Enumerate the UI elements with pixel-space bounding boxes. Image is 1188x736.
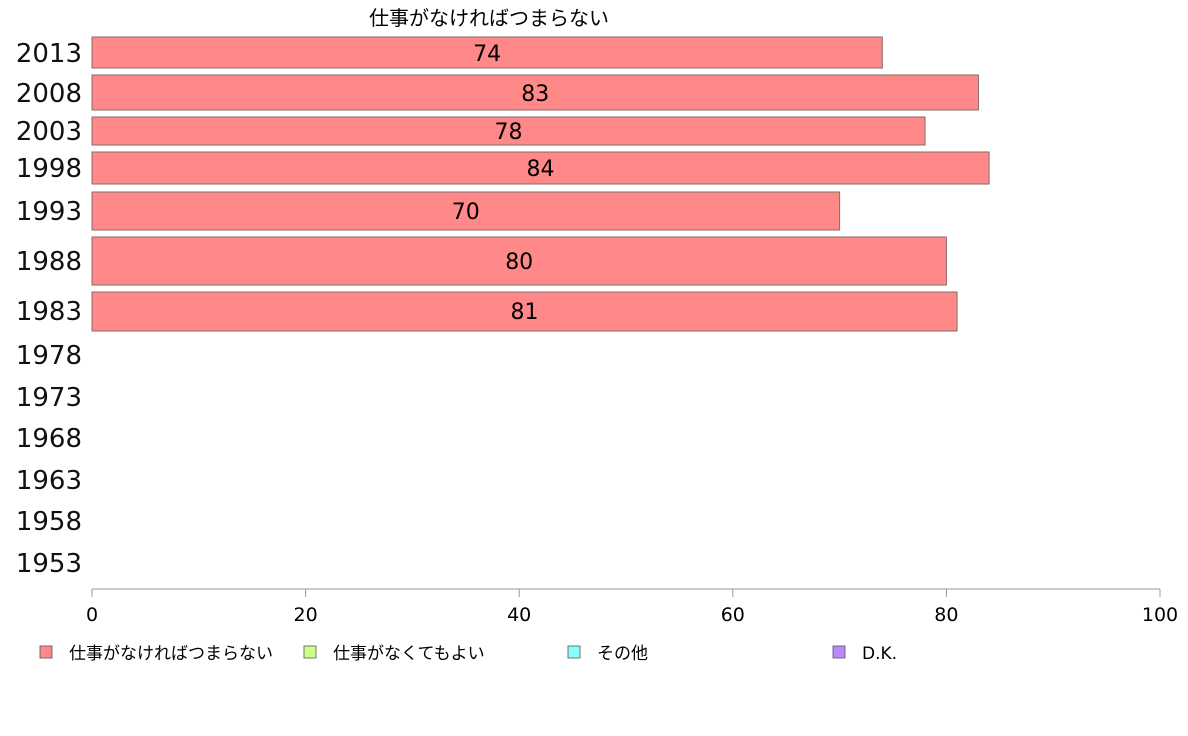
- bar-value-label: 70: [452, 200, 480, 225]
- bar-value-label: 80: [505, 250, 533, 275]
- bar: [91, 236, 947, 286]
- x-tick-label: 100: [1142, 604, 1178, 626]
- legend-label: その他: [597, 644, 648, 664]
- category-labels: 2013 2008 2003 1998 1993 1988 1983 1978 1973 1968…: [16, 39, 82, 579]
- bar-value-label: 84: [527, 157, 555, 182]
- category-label: 1988: [16, 247, 82, 277]
- category-label: 1978: [16, 341, 82, 371]
- bar-value-label: 81: [511, 300, 539, 325]
- category-label: 2003: [16, 117, 82, 147]
- legend-label: 仕事がなくてもよい: [333, 644, 485, 664]
- bar: [91, 116, 926, 146]
- category-label: 2013: [16, 39, 82, 69]
- category-label: 1993: [16, 197, 82, 227]
- legend-label: D.K.: [862, 644, 897, 664]
- category-label: 1983: [16, 297, 82, 327]
- category-label: 1968: [16, 424, 82, 454]
- bar: [91, 74, 979, 111]
- bar: [91, 36, 883, 69]
- category-label: 1963: [16, 466, 82, 496]
- bar-value-label: 74: [473, 42, 501, 67]
- legend: 仕事がなければつまらない 仕事がなくてもよい その他 D.K.: [39, 644, 897, 664]
- category-label: 1958: [16, 507, 82, 537]
- bar-value-label: 78: [495, 120, 523, 145]
- bar-value-label: 83: [521, 82, 549, 107]
- category-label: 2008: [16, 79, 82, 109]
- category-label: 1998: [16, 154, 82, 184]
- bar: [91, 191, 841, 231]
- x-tick-label: 80: [934, 604, 958, 626]
- x-tick-label: 60: [721, 604, 745, 626]
- x-tick-label: 40: [507, 604, 531, 626]
- bar: [91, 151, 990, 185]
- x-axis: 0 20 40 60 80 100: [86, 588, 1178, 626]
- legend-swatch: [303, 645, 317, 659]
- bar: [91, 291, 958, 332]
- x-tick-label: 20: [294, 604, 318, 626]
- category-label: 1973: [16, 383, 82, 413]
- legend-swatch: [567, 645, 581, 659]
- legend-label: 仕事がなければつまらない: [69, 644, 273, 664]
- x-tick-label: 0: [86, 604, 98, 626]
- category-label: 1953: [16, 549, 82, 579]
- legend-swatch: [832, 645, 846, 659]
- chart-title: 仕事がなければつまらない: [369, 6, 609, 30]
- legend-swatch: [39, 645, 53, 659]
